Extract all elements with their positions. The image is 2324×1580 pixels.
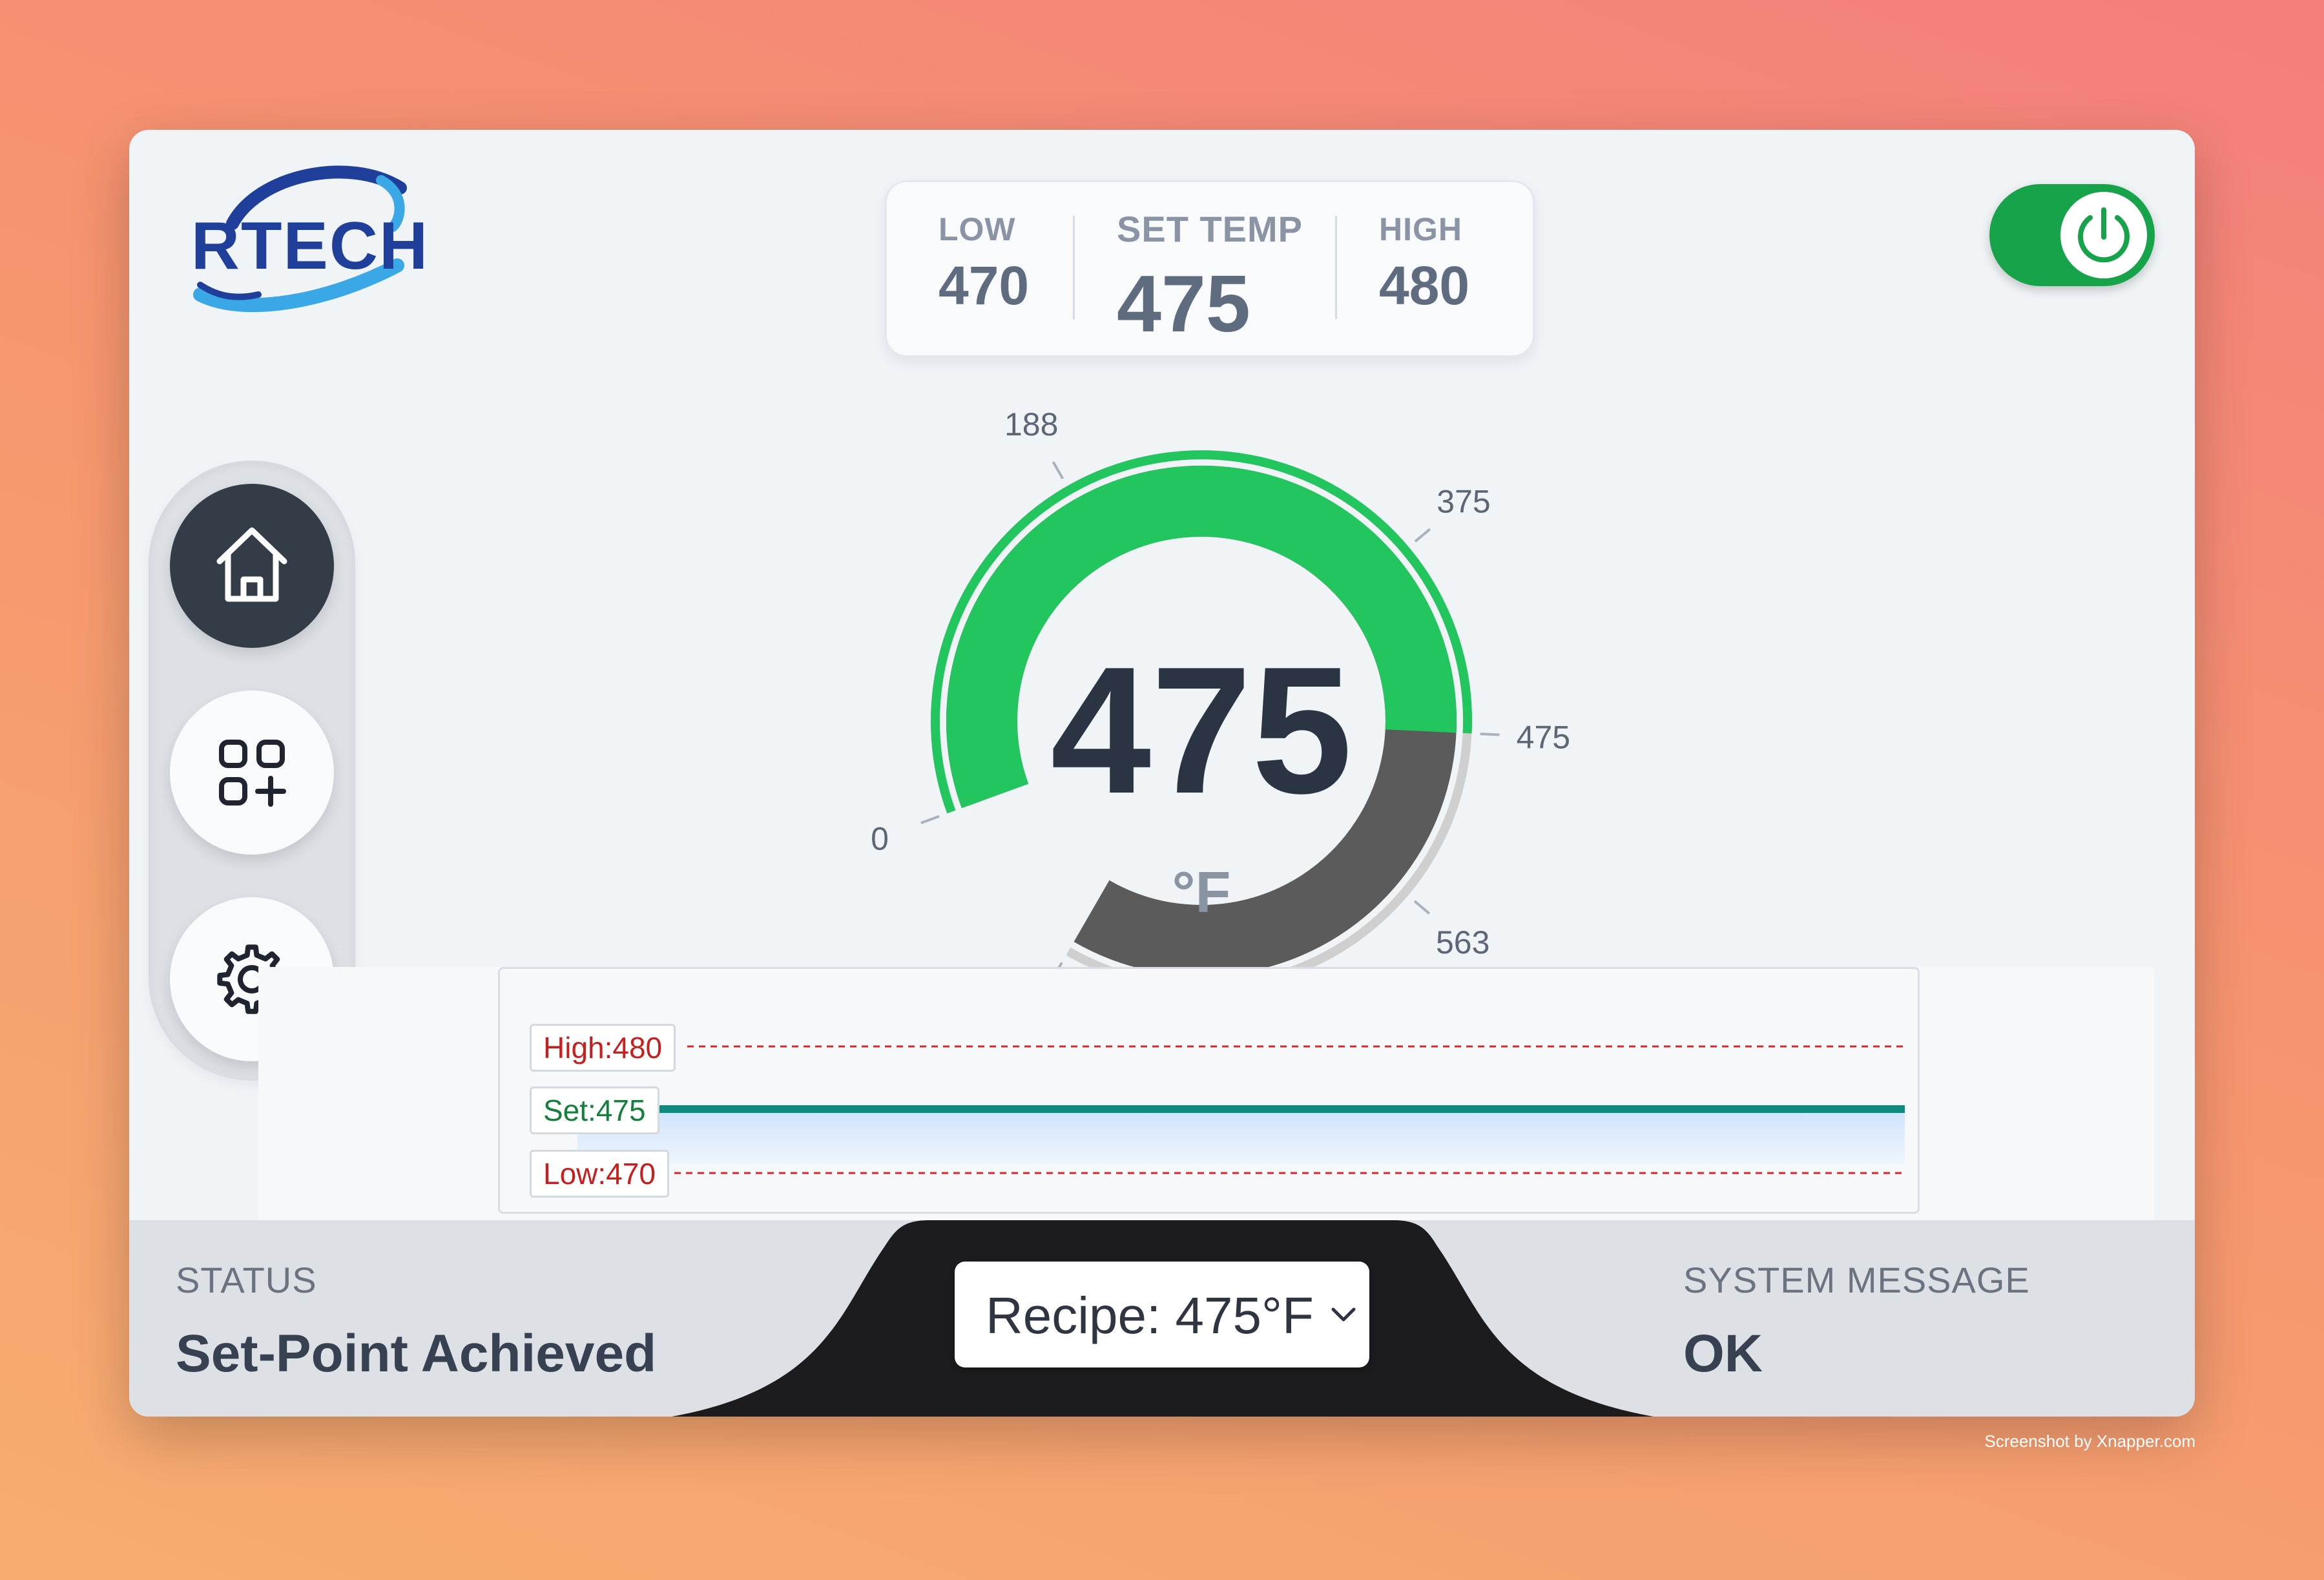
gauge-value-arc — [946, 465, 1457, 809]
gauge-tick — [1413, 900, 1431, 915]
set-temp-label: SET TEMP — [1117, 209, 1303, 249]
recipe-selected: Recipe: 475°F — [986, 1287, 1314, 1344]
svg-text:RTECH: RTECH — [191, 209, 429, 284]
nav-home-button[interactable] — [170, 484, 334, 648]
setpoint-tag: Set:475 — [530, 1086, 659, 1134]
app-window: RTECH LOW 470 SET TEMP 475 HIGH 480 — [129, 130, 2195, 1417]
trend-chart: High:480 Set:475 Low:470 — [498, 967, 1920, 1214]
gauge-tick-label: 0 — [871, 820, 889, 857]
trend-lines — [577, 1045, 1905, 1174]
setpoints-card: LOW 470 SET TEMP 475 HIGH 480 — [885, 180, 1535, 357]
status-value: Set-Point Achieved — [176, 1324, 657, 1383]
low-value: 470 — [939, 255, 1030, 316]
status-label: STATUS — [176, 1260, 317, 1300]
low-label: LOW — [939, 211, 1016, 247]
divider — [1335, 216, 1337, 319]
setpoint-band — [577, 1110, 1905, 1164]
divider — [1073, 216, 1075, 319]
power-toggle[interactable] — [1989, 184, 2155, 286]
gauge-tick — [920, 815, 940, 824]
gauge-tick-label: 475 — [1517, 720, 1570, 756]
gauge-tick — [1052, 461, 1064, 480]
high-value: 480 — [1379, 255, 1470, 316]
high-label: HIGH — [1379, 211, 1462, 247]
gauge-tick — [1414, 528, 1431, 543]
high-limit-tag: High:480 — [530, 1024, 676, 1072]
bottom-status-bar: STATUS Set-Point Achieved Recipe: 475°F … — [129, 1220, 2195, 1417]
apps-add-icon — [219, 740, 286, 807]
home-icon — [216, 527, 287, 602]
recipe-select[interactable]: Recipe: 475°F — [955, 1262, 1369, 1367]
gauge-tick-label: 188 — [1004, 406, 1058, 442]
temperature-gauge: 0188375475563750 475 °F — [853, 369, 1570, 1047]
nav-apps-button[interactable] — [170, 691, 334, 855]
low-limit-tag: Low:470 — [530, 1150, 669, 1198]
watermark: Screenshot by Xnapper.com — [1984, 1431, 2195, 1451]
power-knob[interactable] — [2060, 192, 2147, 278]
gauge-outer-progress — [931, 450, 1473, 814]
gauge-unit: °F — [1172, 860, 1231, 925]
chevron-down-icon — [1331, 1307, 1356, 1322]
set-temp-value: 475 — [1117, 260, 1250, 349]
gauge-tick-label: 563 — [1436, 924, 1489, 961]
system-message-label: SYSTEM MESSAGE — [1683, 1260, 2030, 1300]
power-icon — [2078, 207, 2130, 263]
rtech-logo: RTECH — [187, 149, 433, 324]
gauge-value: 475 — [1050, 630, 1353, 831]
gauge-dial: 0188375475563750 — [871, 406, 1570, 1036]
gauge-tick-label: 375 — [1437, 483, 1490, 519]
system-message-value: OK — [1683, 1324, 1763, 1383]
